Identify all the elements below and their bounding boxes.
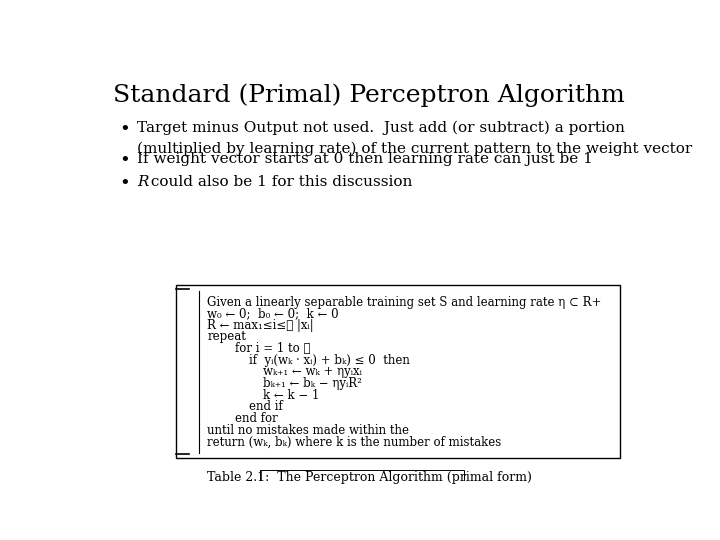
Text: if  yᵢ(wₖ · xᵢ) + bₖ) ≤ 0  then: if yᵢ(wₖ · xᵢ) + bₖ) ≤ 0 then [249,354,410,367]
Text: w₀ ← 0;  b₀ ← 0;  k ← 0: w₀ ← 0; b₀ ← 0; k ← 0 [207,307,339,320]
Bar [176,285,620,458]
Text: end if: end if [249,400,283,413]
Text: Target minus Output not used.  Just add (or subtract) a portion: Target minus Output not used. Just add (… [138,121,625,136]
Text: Standard (Primal) Perceptron Algorithm: Standard (Primal) Perceptron Algorithm [113,84,625,107]
Text: •: • [120,175,130,193]
Text: for i = 1 to ℓ: for i = 1 to ℓ [235,342,310,355]
Text: If weight vector starts at 0 then learning rate can just be 1: If weight vector starts at 0 then learni… [138,152,593,166]
Bar [260,470,464,481]
Text: could also be 1 for this discussion: could also be 1 for this discussion [145,175,412,189]
Text: bₖ₊₁ ← bₖ − ηyᵢR²: bₖ₊₁ ← bₖ − ηyᵢR² [263,377,362,390]
Text: Table 2.1:  The Perceptron Algorithm (primal form): Table 2.1: The Perceptron Algorithm (pri… [207,471,531,484]
Text: end for: end for [235,412,278,425]
Text: repeat: repeat [207,330,246,343]
Text: return (wₖ, bₖ) where k is the number of mistakes: return (wₖ, bₖ) where k is the number of… [207,435,501,448]
Text: •: • [120,152,130,170]
Text: •: • [120,121,130,139]
Text: k ← k − 1: k ← k − 1 [263,389,320,402]
Text: wₖ₊₁ ← wₖ + ηyᵢxᵢ: wₖ₊₁ ← wₖ + ηyᵢxᵢ [263,366,362,379]
Text: Given a linearly separable training set S and learning rate η ⊂ R+: Given a linearly separable training set … [207,295,601,308]
Text: (multiplied by learning rate) of the current pattern to the weight vector: (multiplied by learning rate) of the cur… [138,141,693,156]
Text: R: R [138,175,149,189]
Text: R ← max₁≤i≤ℓ |xᵢ|: R ← max₁≤i≤ℓ |xᵢ| [207,319,314,332]
Text: until no mistakes made within the: until no mistakes made within the [207,424,413,437]
